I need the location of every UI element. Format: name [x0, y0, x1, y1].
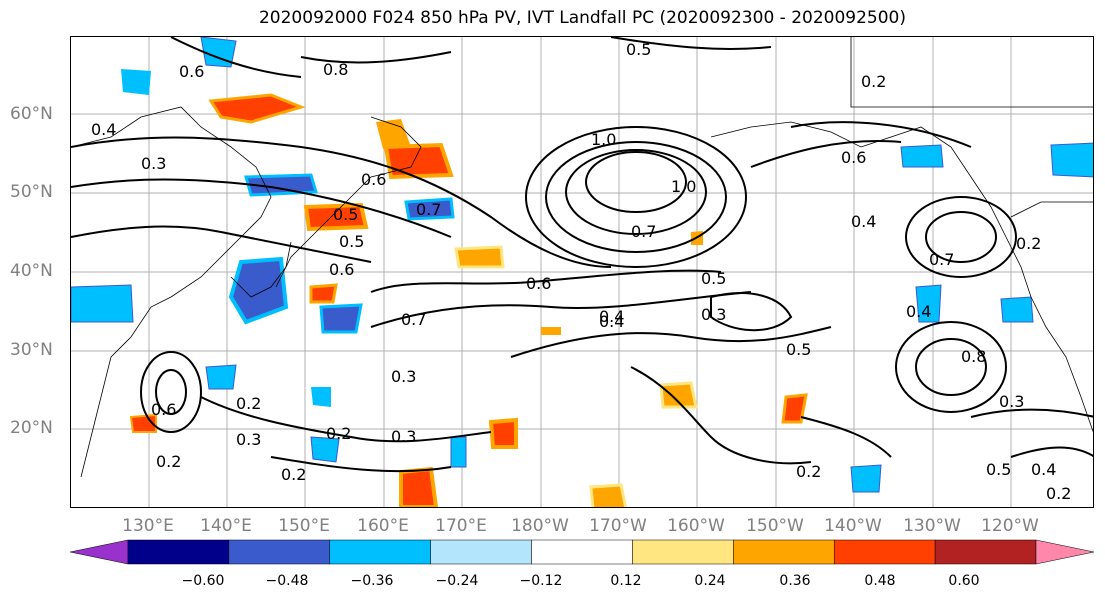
- contour-label: 0.2: [156, 452, 181, 471]
- contour-label: 0.4: [599, 307, 624, 326]
- contour-label: 0.2: [326, 424, 351, 443]
- contour-label: 0.3: [141, 154, 166, 173]
- colorbar-tick-label: −0.48: [265, 573, 309, 589]
- colorbar-tick-label: 0.12: [610, 573, 642, 589]
- contour-label: 0.3: [391, 367, 416, 386]
- contour-label: 0.8: [323, 60, 348, 79]
- colorbar-tick-label: 0.24: [694, 573, 726, 589]
- colorbar-tick-label: 0.60: [948, 573, 980, 589]
- contour-label: 0.4: [906, 302, 931, 321]
- map-title: 2020092000 F024 850 hPa PV, IVT Landfall…: [258, 8, 906, 28]
- lat-label-20n: 20°N: [10, 418, 53, 438]
- lat-label-50n: 50°N: [10, 182, 53, 202]
- lon-label-170e: 170°E: [435, 516, 487, 536]
- lon-label-150e: 150°E: [278, 516, 330, 536]
- colorbar-segment: [733, 539, 835, 565]
- colorbar-segment: [127, 539, 230, 565]
- contour-label: 0.3: [701, 305, 726, 324]
- colorbar-tick-label: −0.12: [519, 573, 563, 589]
- colorbar-segment: [531, 539, 633, 565]
- contour-label: 0.6: [526, 274, 551, 293]
- lon-label-140e: 140°E: [200, 516, 252, 536]
- contour-label: 0.5: [626, 40, 651, 59]
- contour-label: 1.0: [591, 130, 616, 149]
- lon-label-150w: 150°W: [746, 516, 804, 536]
- contour-label: 0.7: [631, 222, 656, 241]
- map-panel: 0.6 0.8 0.5 1.0 0.2 0.4 0.3 0.7 0.6 0.5 …: [70, 36, 1094, 508]
- colorbar-segment: [632, 539, 734, 565]
- lon-label-170w: 170°W: [589, 516, 647, 536]
- contour-label: 0.6: [361, 170, 386, 189]
- contours: [71, 37, 1093, 473]
- contour-label: 0.6: [841, 148, 866, 167]
- contour-label: 0.2: [861, 72, 886, 91]
- contour-label: 0.4: [851, 212, 876, 231]
- lon-label-130w: 130°W: [903, 516, 961, 536]
- contour-label: 0.3: [391, 427, 416, 446]
- colorbar-tick-label: −0.60: [181, 573, 225, 589]
- lon-label-140w: 140°W: [824, 516, 882, 536]
- contour-label: 0.2: [1016, 234, 1041, 253]
- contour-label: 0.4: [1031, 460, 1056, 479]
- contour-label: 0.7: [401, 310, 426, 329]
- contour-label: 0.5: [339, 232, 364, 251]
- contour-label: 0.2: [1046, 484, 1071, 503]
- contour-labels: 0.6 0.8 0.5 1.0 0.2 0.4 0.3 0.7 0.6 0.5 …: [91, 40, 1071, 503]
- contour-label: 0.6: [151, 400, 176, 419]
- contour-label: 0.2: [236, 394, 261, 413]
- lat-label-30n: 30°N: [10, 340, 53, 360]
- contour-label: 1.0: [671, 177, 696, 196]
- colorbar-segment: [430, 539, 532, 565]
- contour-label: 0.4: [91, 120, 116, 139]
- shaded-patches: [71, 37, 1093, 507]
- contour-label: 0.3: [999, 392, 1024, 411]
- lat-label-60n: 60°N: [10, 104, 53, 124]
- colorbar-extend-max: [1035, 539, 1094, 565]
- contour-label: 0.7: [929, 250, 954, 269]
- lat-label-40n: 40°N: [10, 261, 53, 281]
- contour-label: 0.6: [329, 260, 354, 279]
- contour-label: 0.4: [599, 312, 624, 331]
- contour-label: 0.5: [986, 460, 1011, 479]
- colorbar-segment: [833, 539, 936, 565]
- map-svg: 0.6 0.8 0.5 1.0 0.2 0.4 0.3 0.7 0.6 0.5 …: [71, 37, 1093, 507]
- lon-label-160w: 160°W: [667, 516, 725, 536]
- contour-label: 0.2: [796, 462, 821, 481]
- colorbar-segment: [329, 539, 431, 565]
- colorbar-tick-label: 0.36: [779, 573, 811, 589]
- contour-label: 0.5: [701, 269, 726, 288]
- lon-label-160e: 160°E: [357, 516, 409, 536]
- colorbar-tick-label: −0.36: [350, 573, 394, 589]
- gridlines: [71, 37, 1093, 507]
- colorbar-segment: [934, 539, 1037, 565]
- contour-label: 0.5: [333, 205, 358, 224]
- colorbar-tick-label: 0.48: [864, 573, 896, 589]
- colorbar-segment: [228, 539, 331, 565]
- lon-label-120w: 120°W: [981, 516, 1039, 536]
- contour-label: 0.2: [281, 465, 306, 484]
- contour-label: 0.8: [961, 347, 986, 366]
- lon-label-130e: 130°E: [122, 516, 174, 536]
- colorbar-tick-label: −0.24: [435, 573, 479, 589]
- colorbar-extend-min: [70, 539, 129, 565]
- contour-label: 0.6: [179, 62, 204, 81]
- contour-label: 0.5: [786, 340, 811, 359]
- contour-label: 0.7: [416, 200, 441, 219]
- colorbar: [70, 539, 1094, 565]
- lon-label-180w: 180°W: [511, 516, 569, 536]
- contour-label: 0.3: [236, 430, 261, 449]
